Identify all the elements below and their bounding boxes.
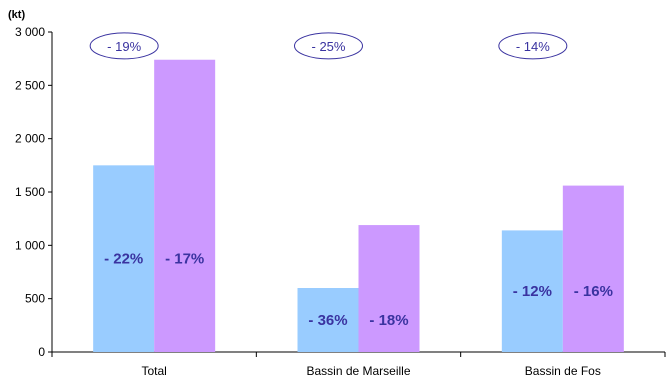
axes: 0 500 1 000 1 500 2 000 2 500 3 000 Total Bassin… [15,25,666,378]
bar-series2 [562,185,624,352]
total-change-label: - 19% [107,39,141,54]
x-tick-label: Bassin de Fos [525,364,601,378]
bar-series1 [501,230,563,352]
bar-change-label: - 22% [104,251,143,268]
bar-change-label: - 18% [369,312,408,329]
y-tick-label: 2 500 [15,78,45,92]
total-change-label: - 14% [516,39,550,54]
x-tick-label: Bassin de Marseille [306,364,410,378]
bar-change-label: - 12% [513,283,552,300]
bar-change-label: - 16% [574,283,613,300]
bar-series1 [297,288,359,352]
y-tick-label: 1 500 [15,185,45,199]
bar-change-label: - 36% [308,312,347,329]
bar-series2 [154,59,216,352]
bar-series1 [93,165,155,352]
total-change-oval [498,32,568,60]
labels: - 22% - 17% - 19% - 36% - 18% - 25% - 12% - 16%… [89,32,613,329]
y-tick-label: 0 [38,345,45,359]
y-tick-label: 500 [25,292,45,306]
bar-series2 [358,225,420,352]
bar-change-label: - 17% [165,251,204,268]
y-axis-unit-label: (kt) [8,9,25,21]
total-change-oval [294,32,363,60]
y-tick-label: 2 000 [15,132,45,146]
total-change-oval [89,32,159,60]
x-tick-label: Total [141,364,166,378]
bars [93,59,624,352]
y-tick-label: 3 000 [15,25,45,39]
total-change-label: - 25% [312,39,346,54]
y-tick-label: 1 000 [15,238,45,252]
